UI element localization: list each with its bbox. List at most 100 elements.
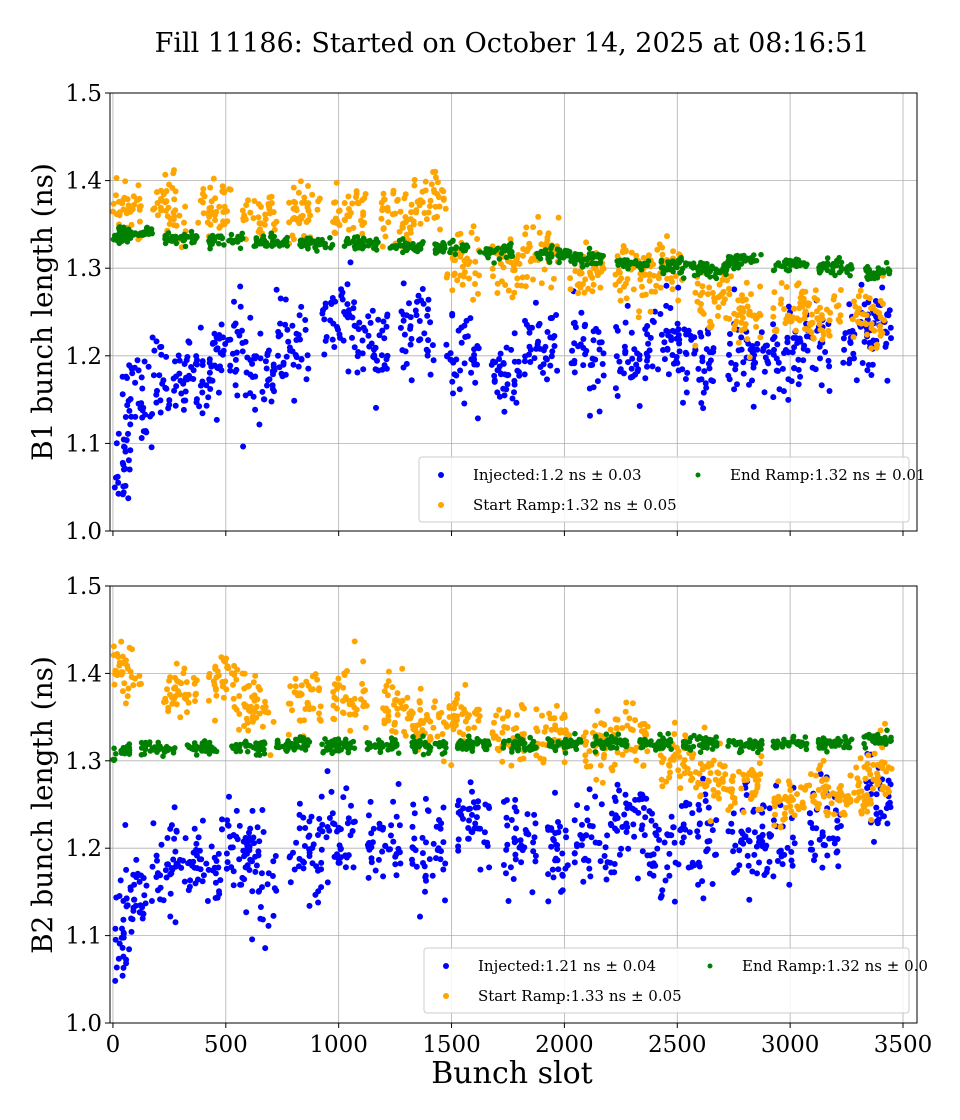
data-point [556, 259, 562, 266]
data-point [698, 301, 704, 307]
data-point [736, 768, 742, 775]
data-point [232, 320, 239, 327]
data-point [187, 877, 194, 884]
data-point [684, 369, 691, 376]
data-point [623, 295, 630, 302]
data-point [417, 913, 423, 920]
data-point [512, 796, 519, 803]
data-point [247, 314, 254, 321]
data-point [676, 754, 683, 760]
data-point [746, 354, 753, 361]
data-point [346, 226, 352, 233]
data-point [427, 744, 434, 751]
data-point [677, 785, 684, 792]
data-point [856, 794, 863, 801]
data-point [817, 355, 823, 362]
data-point [665, 730, 671, 737]
data-point [216, 240, 222, 247]
data-point [203, 382, 210, 389]
data-point [197, 324, 204, 331]
data-point [749, 868, 756, 875]
data-point [672, 859, 679, 866]
data-point [158, 187, 165, 194]
data-point [825, 357, 832, 364]
data-point [814, 805, 821, 812]
data-point [426, 856, 433, 863]
data-point [344, 301, 351, 308]
data-point [626, 715, 633, 722]
data-point [698, 376, 705, 383]
data-point [381, 720, 388, 727]
data-point [745, 827, 752, 834]
data-point [727, 786, 734, 793]
data-point [206, 238, 212, 244]
data-point [242, 864, 249, 871]
data-point [737, 261, 743, 267]
data-point [658, 331, 665, 338]
data-point [208, 843, 215, 850]
data-point [616, 269, 623, 276]
data-point [137, 203, 144, 210]
data-point [881, 317, 888, 324]
data-point [282, 296, 289, 303]
data-point [819, 336, 826, 343]
data-point [612, 812, 619, 819]
data-point [470, 296, 477, 303]
data-point [219, 816, 225, 823]
data-point [750, 361, 757, 368]
data-point [250, 679, 257, 686]
data-point [620, 263, 627, 270]
data-point [666, 850, 673, 857]
data-point [625, 845, 632, 852]
data-point [647, 742, 654, 748]
data-point [490, 734, 497, 741]
data-point [314, 676, 321, 683]
data-point [270, 858, 277, 865]
data-point [116, 232, 123, 238]
data-point [642, 326, 649, 333]
data-point [393, 813, 400, 820]
data-point [240, 838, 247, 845]
data-point [473, 814, 480, 821]
data-point [416, 742, 422, 748]
data-point [671, 731, 678, 737]
data-point [399, 665, 406, 672]
data-point [732, 842, 739, 849]
data-point [459, 711, 466, 718]
data-point [384, 692, 391, 699]
data-point [215, 864, 222, 871]
data-point [622, 742, 628, 749]
data-point [502, 724, 509, 731]
data-point [319, 821, 326, 828]
data-point [237, 245, 244, 252]
data-point [365, 812, 372, 819]
data-point [224, 822, 231, 828]
data-point [624, 276, 631, 282]
data-point [360, 366, 367, 373]
data-point [841, 346, 848, 353]
data-point [273, 286, 280, 293]
data-point [679, 366, 686, 373]
data-point [306, 846, 313, 853]
data-point [481, 839, 488, 846]
data-point [877, 323, 884, 329]
data-point [595, 254, 601, 260]
data-point [236, 726, 242, 733]
y-tick-label: 1.3 [65, 749, 102, 775]
data-point [639, 791, 646, 798]
data-point [787, 259, 793, 266]
data-point [655, 366, 661, 373]
data-point [661, 339, 668, 346]
data-point [791, 344, 798, 351]
data-point [632, 717, 639, 724]
data-point [594, 708, 601, 714]
data-point [846, 356, 853, 363]
data-point [206, 356, 213, 363]
data-point [766, 805, 773, 812]
data-point [127, 886, 134, 893]
data-point [540, 361, 547, 368]
data-point [402, 732, 409, 739]
data-point [310, 841, 317, 848]
data-point [622, 259, 628, 265]
data-point [573, 841, 580, 848]
